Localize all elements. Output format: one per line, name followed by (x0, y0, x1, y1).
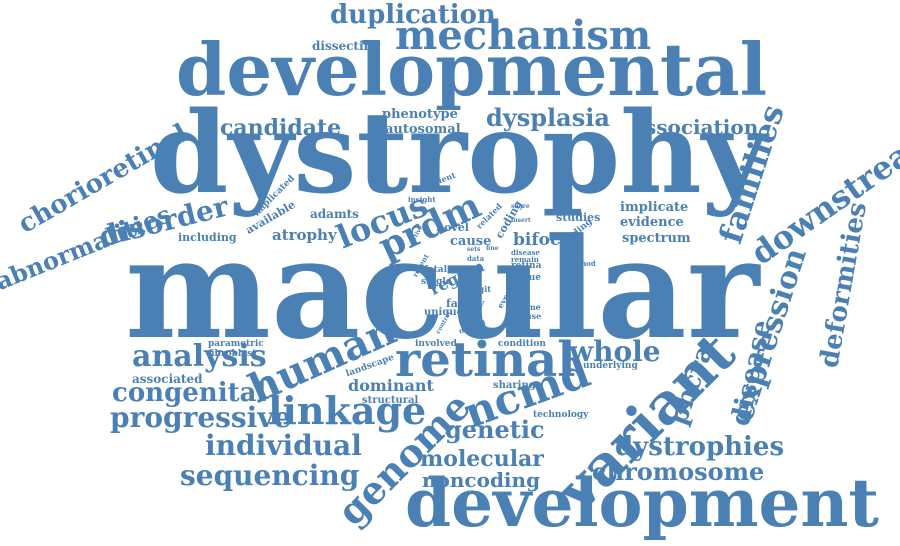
word-structural: structural (362, 395, 419, 406)
word-sharing: sharing (493, 380, 536, 391)
word-dominant: dominant (348, 376, 434, 395)
word-dystrophies: dystrophies (615, 432, 785, 462)
word-associated: associated (132, 372, 203, 386)
word-digit: digit (470, 284, 491, 294)
word-insert: insert (511, 217, 531, 224)
word-share: share (511, 203, 530, 210)
word-parametric: parametric (208, 339, 264, 349)
word-remain: remain (511, 255, 539, 264)
word-retina: retina (511, 261, 542, 271)
word-tissue: tissue (511, 273, 541, 283)
word-molecular: molecular (420, 446, 544, 472)
word-linkage: linkage (268, 388, 427, 433)
word-dysplasia: dysplasia (486, 103, 610, 132)
word-implicate: implicate (620, 200, 689, 215)
word-exome: exome (512, 302, 541, 312)
word-dystrophy: dystrophy (150, 88, 767, 219)
word-novel: novel (436, 221, 469, 234)
word-atrophy: atrophy (272, 226, 337, 244)
word-retinal: retinal (395, 332, 576, 388)
word-development: development (405, 464, 880, 542)
word-mouse: mouse (512, 311, 542, 321)
word-fetal: fetal (424, 265, 448, 275)
word-method: method (566, 259, 596, 268)
word-analysis: analysis (132, 339, 267, 374)
word-evidence: evidence (620, 215, 684, 230)
word-candidate: candidate (220, 115, 342, 141)
word-chromosome: chromosome (592, 457, 765, 486)
word-sequencing: sequencing (180, 459, 360, 492)
word-sets: sets (467, 246, 481, 253)
word-autosomal: autosomal (385, 122, 461, 137)
word-spectrum: spectrum (622, 231, 691, 246)
word-fibroblast: fibroblast (208, 349, 257, 359)
word-condition: condition (498, 339, 546, 349)
word-bifocal: bifocal (513, 230, 578, 250)
word-individual: individual (205, 429, 362, 462)
word-single: single (421, 277, 452, 287)
word-underlying: underlying (583, 361, 638, 371)
word-including: including (178, 231, 237, 244)
word-technology: technology (533, 410, 589, 420)
word-adamts: adamts (310, 207, 359, 221)
word-fine: fine (486, 245, 499, 252)
word-developmental: developmental (176, 27, 768, 112)
word-progressive: progressive (110, 401, 292, 434)
word-disease-small: disease (511, 248, 540, 257)
word-macular: macular (125, 207, 760, 370)
word-association: association (632, 115, 759, 139)
word-family: family (446, 297, 485, 310)
word-involved: involved (415, 339, 457, 349)
word-whole: whole (569, 335, 661, 368)
word-phenotype: phenotype (382, 107, 458, 122)
word-cause: cause (450, 234, 492, 249)
word-congenital: congenital (112, 378, 267, 408)
word-unique: unique (424, 307, 463, 318)
word-dissecting: dissecting (312, 39, 381, 53)
word-duplication: duplication (330, 0, 496, 30)
word-noncoding: noncoding (422, 468, 541, 492)
word-mechanism: mechanism (395, 12, 652, 59)
word-insight: insight (408, 195, 436, 204)
word-studies: studies (556, 211, 601, 224)
word-rare: rare (467, 263, 484, 272)
word-data: data (467, 254, 485, 263)
word-genetic: genetic (445, 415, 545, 444)
